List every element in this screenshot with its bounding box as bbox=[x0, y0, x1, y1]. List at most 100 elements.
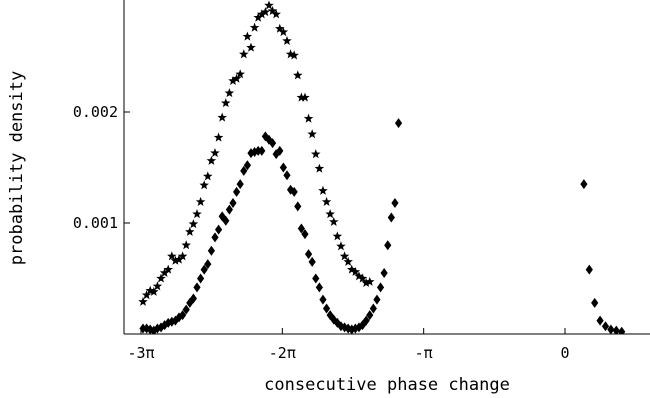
star-point bbox=[275, 23, 285, 33]
diamond-point bbox=[618, 326, 626, 334]
star-point bbox=[159, 267, 170, 277]
diamond-point bbox=[366, 310, 374, 321]
star-point bbox=[167, 251, 177, 261]
diamond-point bbox=[232, 186, 241, 197]
star-point bbox=[138, 296, 148, 306]
diamond-point bbox=[612, 325, 620, 334]
diamond-point bbox=[207, 245, 215, 256]
diamond-point bbox=[182, 304, 190, 315]
x-tick-label: -2π bbox=[269, 344, 296, 362]
diamond-point bbox=[330, 314, 338, 325]
x-axis-ticks: -3π -2π -π 0 bbox=[127, 328, 570, 362]
x-tick-label: -3π bbox=[127, 344, 154, 362]
diamond-point bbox=[297, 223, 305, 234]
diamond-point bbox=[276, 145, 284, 156]
diamond-point bbox=[394, 118, 403, 129]
diamond-point bbox=[322, 303, 331, 314]
star-point bbox=[321, 196, 332, 206]
star-point bbox=[246, 42, 256, 52]
star-point bbox=[224, 88, 235, 98]
x-tick-label: 0 bbox=[560, 344, 569, 362]
diamond-point bbox=[229, 198, 237, 209]
star-point bbox=[192, 209, 202, 219]
star-point bbox=[149, 286, 159, 296]
star-point bbox=[170, 255, 181, 265]
star-point bbox=[231, 73, 242, 83]
star-point bbox=[163, 264, 173, 274]
star-point bbox=[177, 251, 188, 261]
diamond-point bbox=[384, 240, 392, 251]
star-point bbox=[332, 231, 343, 241]
star-point bbox=[300, 92, 310, 102]
star-point bbox=[249, 22, 260, 32]
star-point bbox=[195, 196, 206, 206]
diamond-point bbox=[319, 294, 327, 305]
diamond-point bbox=[193, 282, 201, 293]
star-point bbox=[339, 251, 350, 261]
y-tick-label: 0.001 bbox=[73, 214, 118, 232]
diamond-point bbox=[348, 324, 356, 334]
star-point bbox=[239, 49, 249, 59]
star-point bbox=[365, 276, 375, 286]
star-point bbox=[329, 216, 339, 226]
y-tick-label: 0.002 bbox=[73, 103, 118, 121]
plot-frame bbox=[123, 0, 650, 335]
star-point bbox=[253, 12, 263, 22]
star-point bbox=[347, 264, 357, 274]
diamond-point bbox=[340, 322, 349, 333]
diamond-point bbox=[286, 184, 295, 195]
diamond-point bbox=[601, 321, 610, 332]
star-point bbox=[282, 35, 292, 46]
diamond-point bbox=[312, 273, 320, 284]
diamond-point bbox=[596, 315, 604, 326]
diamond-point bbox=[376, 282, 385, 293]
diamond-point bbox=[387, 212, 395, 223]
diamond-point bbox=[204, 259, 212, 270]
star-point bbox=[264, 0, 274, 10]
star-point bbox=[354, 271, 364, 281]
star-point bbox=[267, 5, 278, 16]
diamond-point bbox=[236, 179, 244, 190]
diamond-point bbox=[580, 179, 588, 190]
diamond-point bbox=[196, 273, 205, 284]
star-point bbox=[203, 171, 213, 181]
star-point bbox=[152, 281, 163, 291]
diamond-point bbox=[243, 160, 251, 171]
x-tick-label: -π bbox=[415, 344, 433, 362]
y-axis-title: probability density bbox=[7, 71, 27, 265]
diamond-point bbox=[279, 162, 287, 173]
series-layer bbox=[138, 0, 626, 334]
star-point bbox=[257, 9, 267, 19]
diamond-point bbox=[150, 325, 158, 334]
diamond-point bbox=[179, 310, 187, 321]
diamond-point bbox=[369, 303, 377, 314]
diamond-point bbox=[290, 186, 298, 197]
diamond-point bbox=[391, 198, 399, 209]
star-point bbox=[271, 9, 281, 19]
star-point bbox=[303, 113, 314, 123]
star-point bbox=[242, 31, 253, 41]
x-axis-title: consecutive phase change bbox=[264, 375, 510, 395]
diamond-point bbox=[308, 256, 316, 267]
diamond-point bbox=[591, 297, 599, 308]
diamond-point bbox=[304, 249, 313, 260]
diamond-point bbox=[250, 146, 259, 157]
star-point bbox=[336, 241, 346, 251]
diamond-point bbox=[261, 131, 269, 142]
star-point bbox=[350, 266, 361, 276]
star-point bbox=[361, 277, 371, 287]
series-star bbox=[138, 0, 375, 306]
star-point bbox=[289, 50, 299, 60]
diamond-point bbox=[585, 264, 593, 275]
diamond-point bbox=[373, 294, 381, 305]
diamond-point bbox=[200, 264, 208, 275]
star-point bbox=[314, 163, 325, 173]
star-point bbox=[357, 273, 368, 283]
star-point bbox=[213, 132, 224, 142]
star-point bbox=[217, 112, 227, 122]
star-point bbox=[206, 155, 217, 165]
star-point bbox=[307, 129, 317, 139]
diamond-point bbox=[225, 204, 233, 215]
diamond-point bbox=[380, 267, 388, 278]
